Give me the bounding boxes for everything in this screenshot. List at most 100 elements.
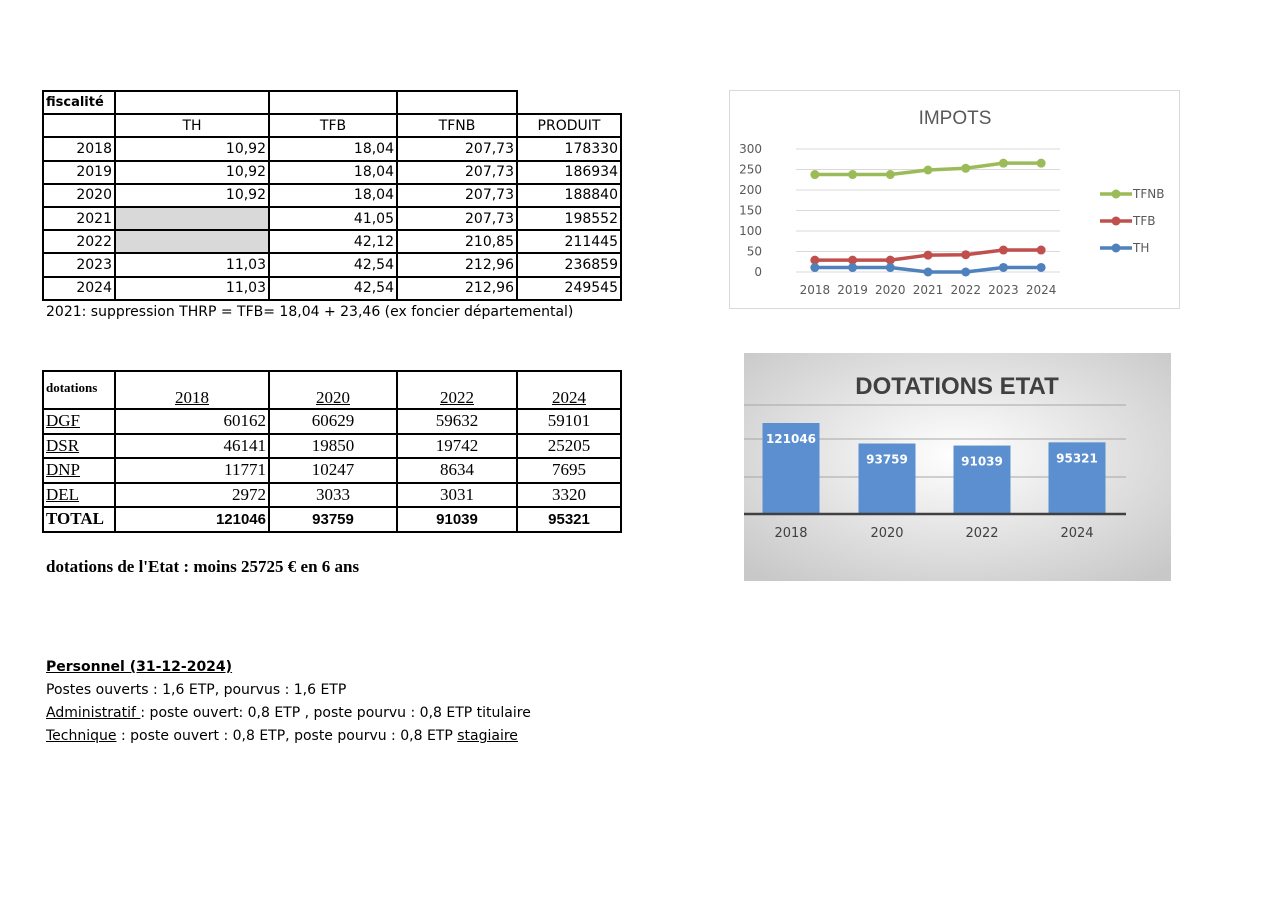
tfb-cell: 41,05 [268, 205, 398, 232]
table-row: DGF 60162 60629 59632 59101 [42, 408, 622, 435]
y-tick-label: 50 [747, 245, 762, 259]
legend-marker-tfnb [1111, 189, 1121, 199]
dotation-value: 8634 [396, 457, 518, 484]
dotation-value: 10247 [268, 457, 398, 484]
dotation-label: DEL [42, 481, 116, 508]
tfb-cell: 42,54 [268, 252, 398, 278]
data-point-th [923, 267, 933, 277]
dotation-value: 60162 [114, 408, 270, 435]
produit-cell: 249545 [516, 275, 622, 301]
data-point-tfnb [848, 170, 858, 180]
table-row: DEL 2972 3033 3031 3320 [42, 481, 622, 508]
legend-label-tfnb: TFNB [1132, 187, 1164, 201]
dotation-value: 19742 [396, 432, 518, 459]
header-cell [396, 89, 518, 116]
table-row: DNP 11771 10247 8634 7695 [42, 457, 622, 484]
year-cell: 2024 [42, 275, 116, 301]
x-tick-label: 2018 [774, 526, 807, 541]
x-tick-label: 2020 [875, 283, 906, 297]
tfnb-cell: 207,73 [396, 159, 518, 185]
tfnb-cell: 207,73 [396, 205, 518, 232]
technique-text: : poste ouvert : 0,8 ETP, poste pourvu :… [116, 728, 458, 744]
tfnb-cell: 212,96 [396, 252, 518, 278]
column-header-produit: PRODUIT [516, 113, 622, 139]
bar-2022 [953, 445, 1011, 514]
data-point-tfnb [1036, 158, 1046, 168]
suppression-note: 2021: suppression THRP = TFB= 18,04 + 23… [46, 304, 574, 320]
header-cell [42, 113, 116, 139]
dotation-value: 3033 [268, 481, 398, 508]
th-cell: 10,92 [114, 136, 270, 162]
header-cell [517, 91, 621, 114]
data-point-th [1036, 262, 1046, 272]
dotations-chart: DOTATIONS ETAT 121046 2018 93759 2020 91039 20… [744, 353, 1171, 581]
dotations-table: dotations 2018 2020 2022 2024 DGF 60162 60… [42, 370, 622, 533]
th-cell: 10,92 [114, 159, 270, 185]
table-row: 2022 42,12 210,85 211445 [42, 229, 622, 255]
y-tick-label: 150 [739, 204, 762, 218]
dotations-statement: dotations de l'Etat : moins 25725 € en 6… [46, 557, 360, 576]
legend-label-th: TH [1132, 241, 1149, 255]
fiscalite-title: fiscalité [42, 89, 116, 116]
dotation-value: 11771 [114, 457, 270, 484]
y-tick-label: 300 [739, 142, 762, 156]
x-tick-label: 2021 [913, 283, 944, 297]
produit-cell: 186934 [516, 159, 622, 185]
personnel-line-administratif: Administratif : poste ouvert: 0,8 ETP , … [46, 702, 531, 725]
header-cell [114, 89, 270, 116]
total-value: 93759 [268, 506, 398, 533]
x-tick-label: 2022 [950, 283, 981, 297]
data-point-th [885, 263, 895, 273]
stagiaire-label: stagiaire [457, 728, 518, 744]
column-header-th: TH [114, 113, 270, 139]
data-point-th [961, 267, 971, 277]
table-row: 2021 41,05 207,73 198552 [42, 205, 622, 232]
fiscalite-table: fiscalité TH TFB TFNB PRODUIT 2018 10,92 1… [42, 89, 622, 301]
technique-label: Technique [46, 728, 117, 744]
tfnb-cell: 207,73 [396, 136, 518, 162]
data-point-tfb [923, 250, 933, 260]
dotation-value: 60629 [268, 408, 398, 435]
bar-2018 [762, 423, 820, 514]
table-row: 2018 10,92 18,04 207,73 178330 [42, 136, 622, 162]
year-header: 2022 [396, 370, 518, 410]
y-tick-label: 250 [739, 163, 762, 177]
bar-value-label: 95321 [1056, 451, 1098, 465]
th-cell: 10,92 [114, 182, 270, 208]
total-value: 91039 [396, 506, 518, 533]
bar-value-label: 91039 [961, 455, 1003, 469]
legend-marker-th [1111, 243, 1121, 253]
personnel-title: Personnel (31-12-2024) [46, 659, 233, 675]
administratif-text: : poste ouvert: 0,8 ETP , poste pourvu :… [140, 705, 531, 721]
year-cell: 2022 [42, 229, 116, 255]
x-tick-label: 2019 [837, 283, 868, 297]
bar-2020 [858, 443, 916, 514]
produit-cell: 211445 [516, 229, 622, 255]
bar-value-label: 121046 [766, 432, 816, 446]
x-tick-label: 2018 [800, 283, 831, 297]
dotation-value: 19850 [268, 432, 398, 459]
bar-2024 [1048, 442, 1106, 514]
dotation-value: 46141 [114, 432, 270, 459]
data-point-th [810, 263, 820, 273]
dotations-title: dotations [42, 370, 116, 410]
dotations-chart-svg: DOTATIONS ETAT 121046 2018 93759 2020 91039 20… [744, 353, 1171, 581]
table-row: 2024 11,03 42,54 212,96 249545 [42, 275, 622, 301]
chart-title: DOTATIONS ETAT [855, 373, 1059, 400]
year-cell: 2019 [42, 159, 116, 185]
y-tick-label: 200 [739, 183, 762, 197]
th-cell [114, 205, 270, 232]
header-cell [268, 89, 398, 116]
produit-cell: 198552 [516, 205, 622, 232]
x-tick-label: 2024 [1026, 283, 1057, 297]
dotation-value: 3320 [516, 481, 622, 508]
data-point-th [848, 263, 858, 273]
personnel-section: Personnel (31-12-2024) Postes ouverts : … [46, 656, 531, 748]
year-cell: 2018 [42, 136, 116, 162]
tfb-cell: 18,04 [268, 182, 398, 208]
y-tick-label: 0 [754, 265, 762, 279]
tfb-cell: 42,12 [268, 229, 398, 255]
total-value: 121046 [114, 506, 270, 533]
personnel-line-postes: Postes ouverts : 1,6 ETP, pourvus : 1,6 … [46, 682, 347, 698]
dotation-value: 7695 [516, 457, 622, 484]
